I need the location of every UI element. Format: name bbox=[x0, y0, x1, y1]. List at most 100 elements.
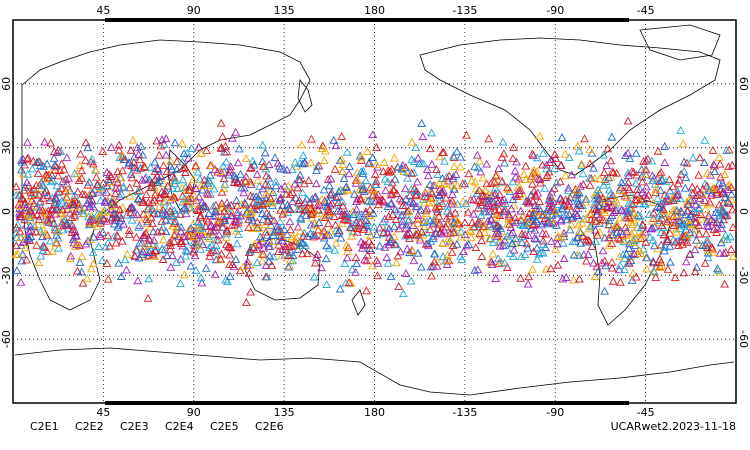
observation-marker bbox=[142, 210, 152, 219]
observation-marker bbox=[656, 228, 666, 236]
observation-marker bbox=[159, 235, 168, 244]
observation-marker bbox=[290, 157, 300, 166]
observation-marker bbox=[193, 217, 203, 226]
observation-marker bbox=[63, 184, 73, 193]
observation-marker bbox=[263, 238, 273, 247]
observation-marker bbox=[378, 217, 388, 225]
observation-marker bbox=[384, 211, 394, 220]
observation-marker bbox=[486, 178, 496, 187]
observation-marker bbox=[297, 140, 307, 149]
observation-marker bbox=[702, 181, 712, 190]
observation-marker bbox=[118, 166, 127, 175]
observation-marker bbox=[370, 180, 380, 188]
observation-marker bbox=[665, 186, 675, 195]
observation-marker bbox=[221, 240, 231, 249]
observation-marker bbox=[475, 228, 484, 237]
observation-marker bbox=[356, 167, 366, 176]
observation-marker bbox=[401, 163, 411, 171]
observation-marker bbox=[375, 223, 384, 232]
observation-marker bbox=[102, 187, 111, 196]
observation-marker bbox=[553, 260, 563, 269]
observation-marker bbox=[569, 250, 579, 259]
observation-marker bbox=[628, 220, 638, 228]
observation-marker bbox=[590, 193, 600, 202]
observation-marker bbox=[154, 150, 164, 159]
observation-marker bbox=[665, 257, 675, 266]
legend-item: C2E3 bbox=[120, 420, 149, 433]
observation-marker bbox=[295, 196, 304, 204]
observation-marker bbox=[85, 201, 95, 210]
observation-marker bbox=[589, 200, 599, 209]
observation-marker bbox=[260, 220, 270, 229]
observation-marker bbox=[361, 195, 371, 204]
observation-marker bbox=[45, 210, 55, 219]
observation-marker bbox=[477, 252, 487, 260]
observation-marker bbox=[690, 213, 700, 222]
observation-marker bbox=[77, 252, 87, 261]
observation-marker bbox=[359, 225, 368, 233]
observation-marker bbox=[177, 138, 187, 147]
observation-marker bbox=[182, 195, 192, 204]
observation-marker bbox=[556, 215, 566, 224]
observation-marker bbox=[312, 166, 321, 174]
observation-marker bbox=[258, 215, 268, 223]
observation-marker bbox=[404, 215, 414, 223]
observation-marker bbox=[229, 178, 239, 186]
observation-marker bbox=[87, 264, 96, 273]
observation-marker bbox=[306, 220, 316, 229]
observation-marker bbox=[500, 199, 510, 207]
observation-marker bbox=[88, 259, 98, 268]
observation-marker bbox=[556, 161, 566, 170]
observation-marker bbox=[550, 164, 559, 173]
observation-marker bbox=[197, 278, 207, 287]
observation-marker bbox=[38, 205, 47, 214]
observation-marker bbox=[523, 231, 533, 239]
observation-marker bbox=[84, 195, 94, 204]
observation-marker bbox=[545, 191, 555, 200]
observation-marker bbox=[529, 165, 539, 174]
legend: C2E1 C2E2 C2E3 C2E4 C2E5 C2E6 bbox=[30, 420, 284, 433]
observation-marker bbox=[194, 142, 204, 151]
observation-marker bbox=[20, 243, 30, 252]
observation-marker bbox=[474, 220, 484, 228]
observation-marker bbox=[73, 187, 83, 196]
observation-marker bbox=[358, 184, 368, 193]
legend-item: C2E4 bbox=[165, 420, 194, 433]
observation-marker bbox=[338, 201, 348, 210]
observation-marker bbox=[696, 210, 706, 218]
observation-marker bbox=[173, 184, 182, 193]
observation-marker bbox=[632, 185, 642, 194]
observation-marker bbox=[32, 158, 42, 166]
observation-marker bbox=[724, 162, 733, 171]
observation-marker bbox=[205, 251, 215, 260]
observation-marker bbox=[26, 225, 36, 234]
observation-marker bbox=[516, 220, 526, 229]
observation-marker bbox=[101, 242, 111, 251]
observation-marker bbox=[314, 218, 324, 227]
observation-marker bbox=[207, 220, 216, 229]
observation-marker bbox=[324, 219, 333, 228]
observation-marker bbox=[114, 145, 124, 154]
observation-marker bbox=[186, 261, 196, 270]
observation-marker bbox=[546, 264, 556, 273]
observation-marker bbox=[636, 194, 646, 203]
observation-marker bbox=[714, 211, 724, 220]
observation-marker bbox=[509, 143, 519, 151]
observation-marker bbox=[521, 161, 531, 170]
observation-marker bbox=[434, 178, 444, 187]
observation-marker bbox=[293, 183, 303, 192]
observation-marker bbox=[191, 265, 201, 274]
observation-marker bbox=[653, 194, 663, 203]
observation-marker bbox=[185, 182, 194, 191]
observation-marker bbox=[456, 152, 465, 161]
observation-marker bbox=[552, 178, 562, 187]
observation-marker bbox=[645, 232, 655, 241]
observation-marker bbox=[606, 213, 615, 221]
observation-marker bbox=[561, 195, 571, 204]
observation-marker bbox=[679, 268, 689, 277]
observation-marker bbox=[250, 201, 260, 210]
observation-marker bbox=[516, 206, 526, 215]
observation-marker bbox=[310, 258, 320, 267]
observation-marker bbox=[96, 232, 105, 241]
observation-marker bbox=[359, 223, 369, 232]
